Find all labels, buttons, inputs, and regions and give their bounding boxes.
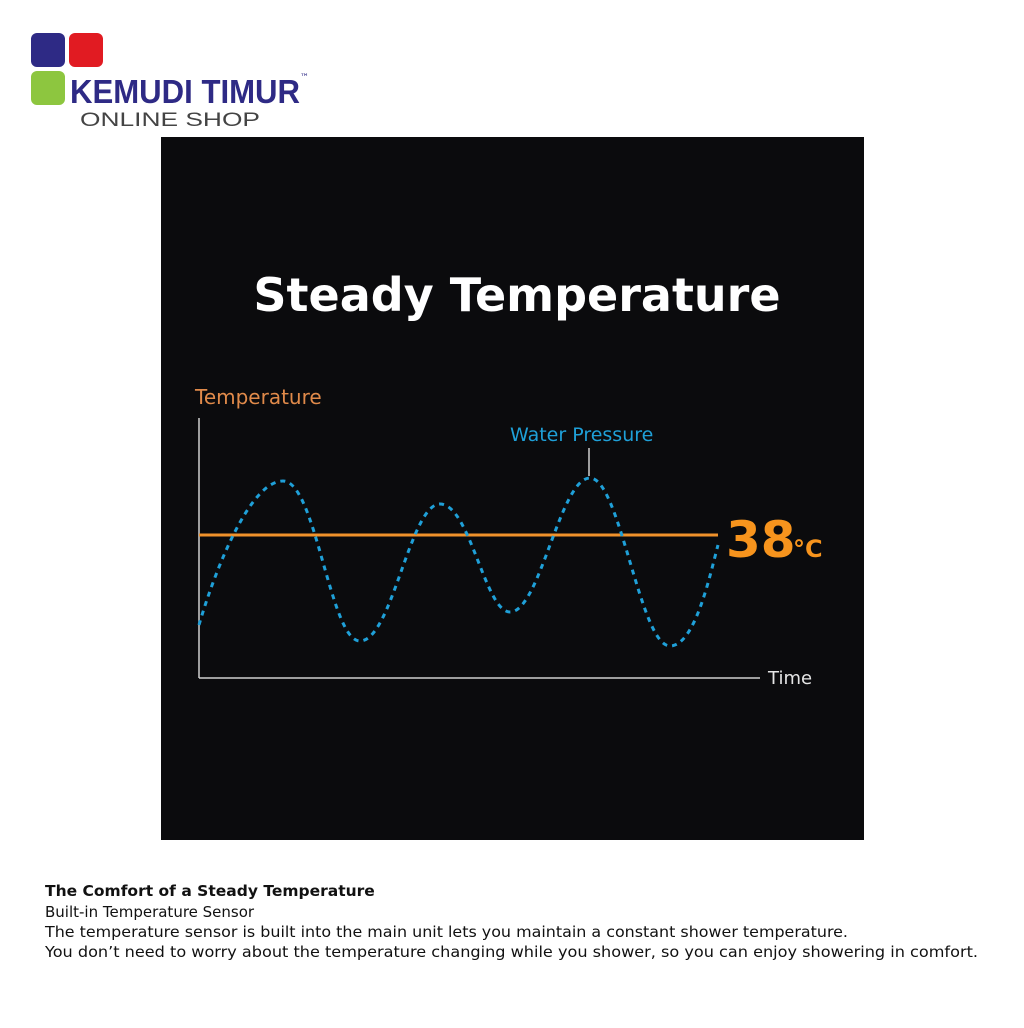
caption-line: You don’t need to worry about the temper… [44,943,978,961]
logo-name: KEMUDI TIMUR [70,73,300,110]
panel: Steady Temperature Temperature Time Wate… [161,137,864,840]
logo-square-red [69,33,103,67]
logo-subtitle: ONLINE SHOP [80,110,260,131]
caption-heading: The Comfort of a Steady Temperature [45,882,375,900]
x-axis-label: Time [767,668,812,689]
logo-square-green [31,71,65,105]
caption: The Comfort of a Steady Temperature Buil… [44,882,978,961]
y-axis-label: Temperature [194,385,322,409]
water-pressure-wave [197,476,720,648]
logo: KEMUDI TIMUR ™ ONLINE SHOP [31,33,309,131]
temperature-value: 38 [726,511,796,569]
panel-title: Steady Temperature [253,268,780,322]
caption-line: Built-in Temperature Sensor [45,903,255,921]
series-label: Water Pressure [510,424,653,446]
caption-line: The temperature sensor is built into the… [44,923,848,941]
temperature-unit: °C [793,535,823,563]
panel-background [161,137,864,840]
logo-trademark: ™ [300,73,309,83]
logo-square-blue [31,33,65,67]
